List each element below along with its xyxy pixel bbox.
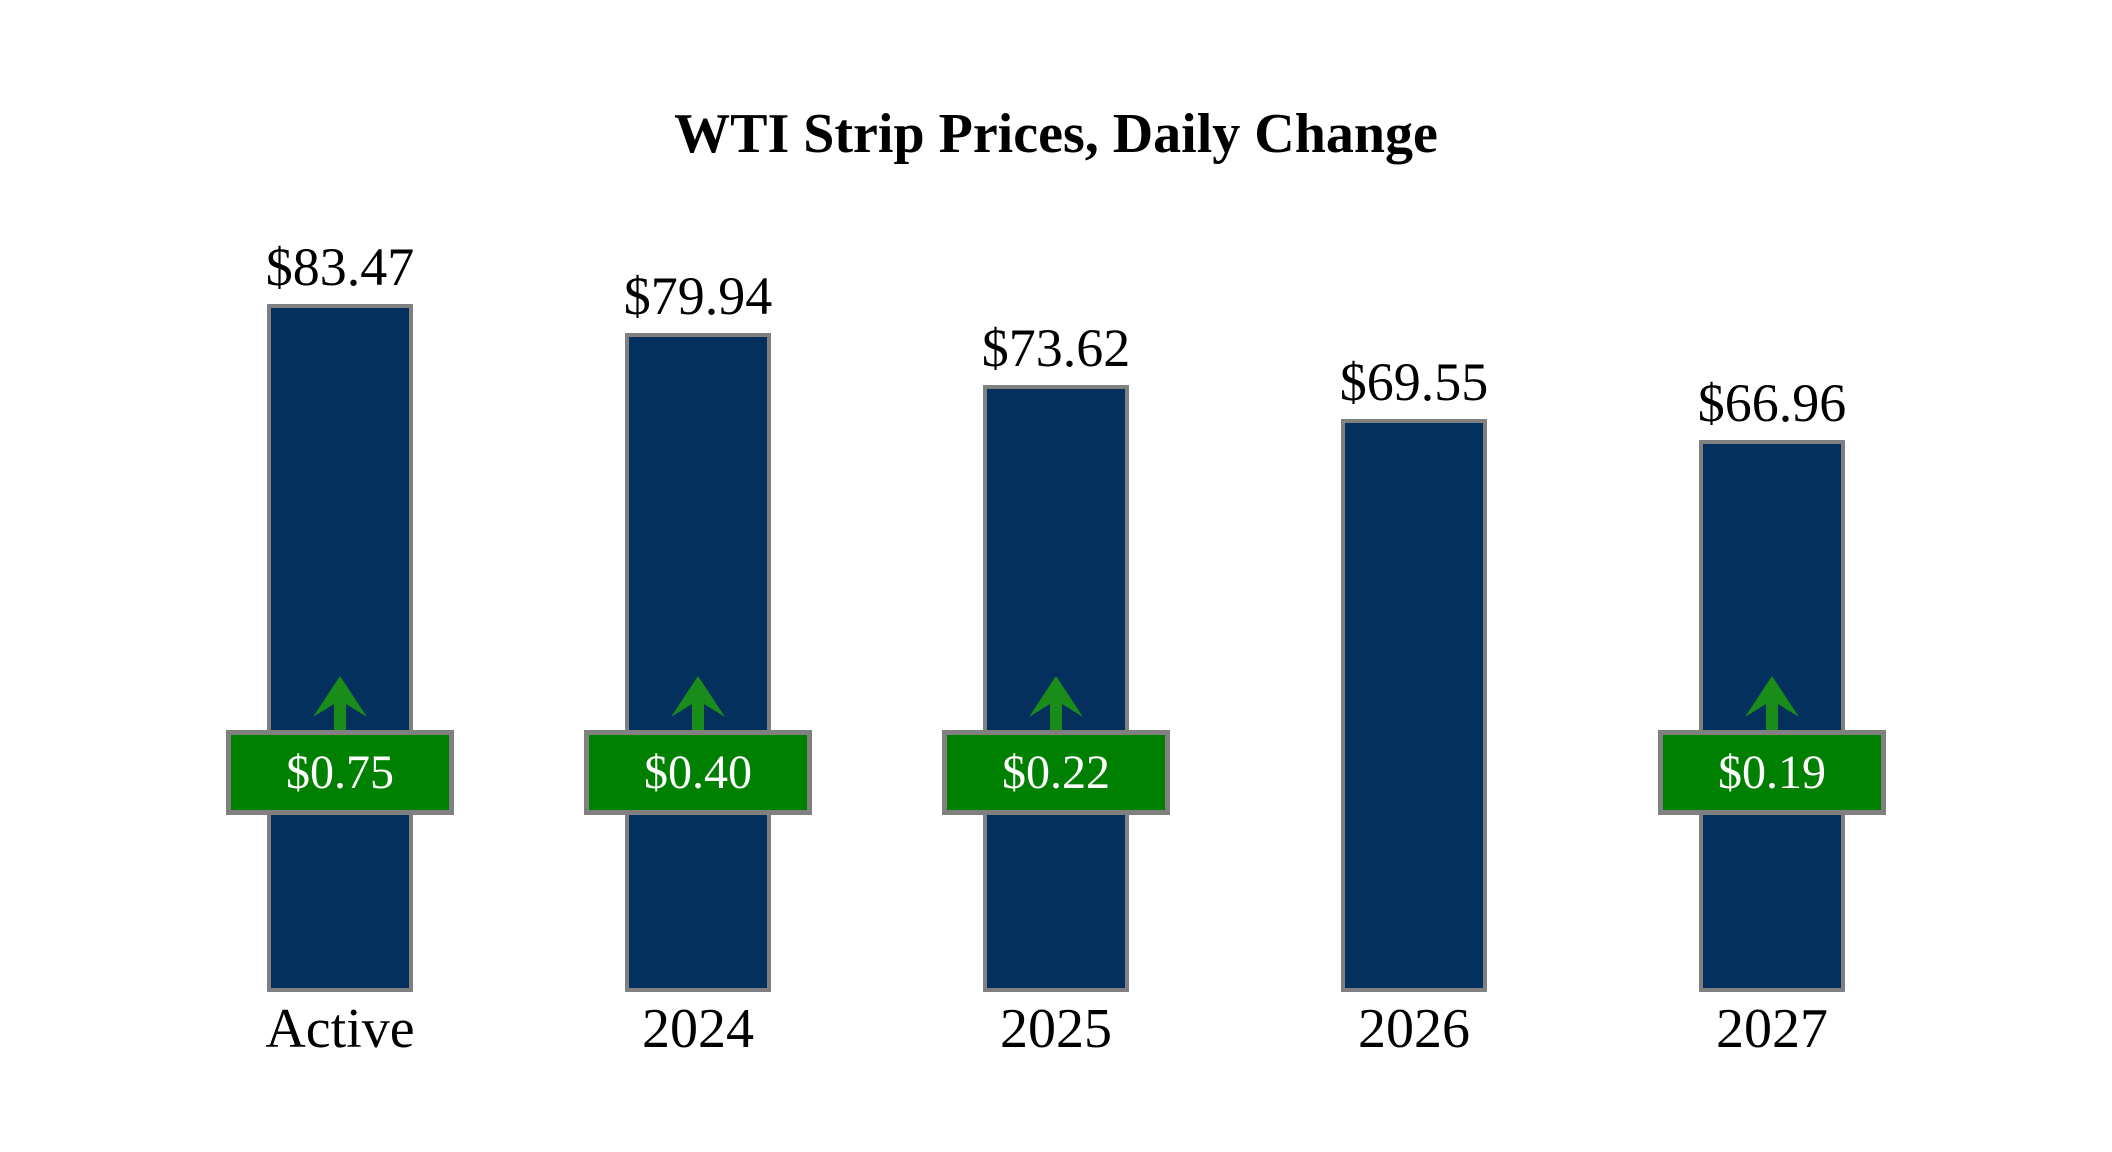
category-label: 2024 bbox=[642, 998, 754, 1060]
price-label: $79.94 bbox=[623, 266, 773, 326]
category-label: 2025 bbox=[1000, 998, 1112, 1060]
bar bbox=[625, 333, 771, 992]
up-arrow-icon bbox=[1029, 676, 1083, 730]
daily-change-value: $0.75 bbox=[286, 745, 394, 799]
price-label: $66.96 bbox=[1697, 373, 1847, 433]
price-label: $69.55 bbox=[1339, 352, 1489, 412]
up-arrow-icon bbox=[671, 676, 725, 730]
category-label: 2027 bbox=[1716, 998, 1828, 1060]
up-arrow-icon bbox=[313, 676, 367, 730]
daily-change-badge: $0.19 bbox=[1658, 730, 1886, 815]
daily-change-value: $0.19 bbox=[1718, 745, 1826, 799]
daily-change-badge: $0.22 bbox=[942, 730, 1170, 815]
chart-title: WTI Strip Prices, Daily Change bbox=[674, 103, 1438, 165]
bar-group-2024: $79.94 $0.40 2024 bbox=[519, 0, 877, 1152]
bar bbox=[1341, 419, 1487, 992]
bar-group-2027: $66.96 $0.19 2027 bbox=[1593, 0, 1951, 1152]
daily-change-value: $0.40 bbox=[644, 745, 752, 799]
daily-change-badge: $0.40 bbox=[584, 730, 812, 815]
bar bbox=[267, 304, 413, 992]
bar-group-active: $83.47 $0.75 Active bbox=[161, 0, 519, 1152]
up-arrow-icon bbox=[1745, 676, 1799, 730]
bar-group-2026: $69.55 2026 bbox=[1235, 0, 1593, 1152]
daily-change-value: $0.22 bbox=[1002, 745, 1110, 799]
category-label: 2026 bbox=[1358, 998, 1470, 1060]
daily-change-badge: $0.75 bbox=[226, 730, 454, 815]
category-label: Active bbox=[265, 998, 415, 1060]
price-label: $73.62 bbox=[981, 318, 1131, 378]
bar-group-2025: $73.62 $0.22 2025 bbox=[877, 0, 1235, 1152]
price-label: $83.47 bbox=[265, 237, 415, 297]
